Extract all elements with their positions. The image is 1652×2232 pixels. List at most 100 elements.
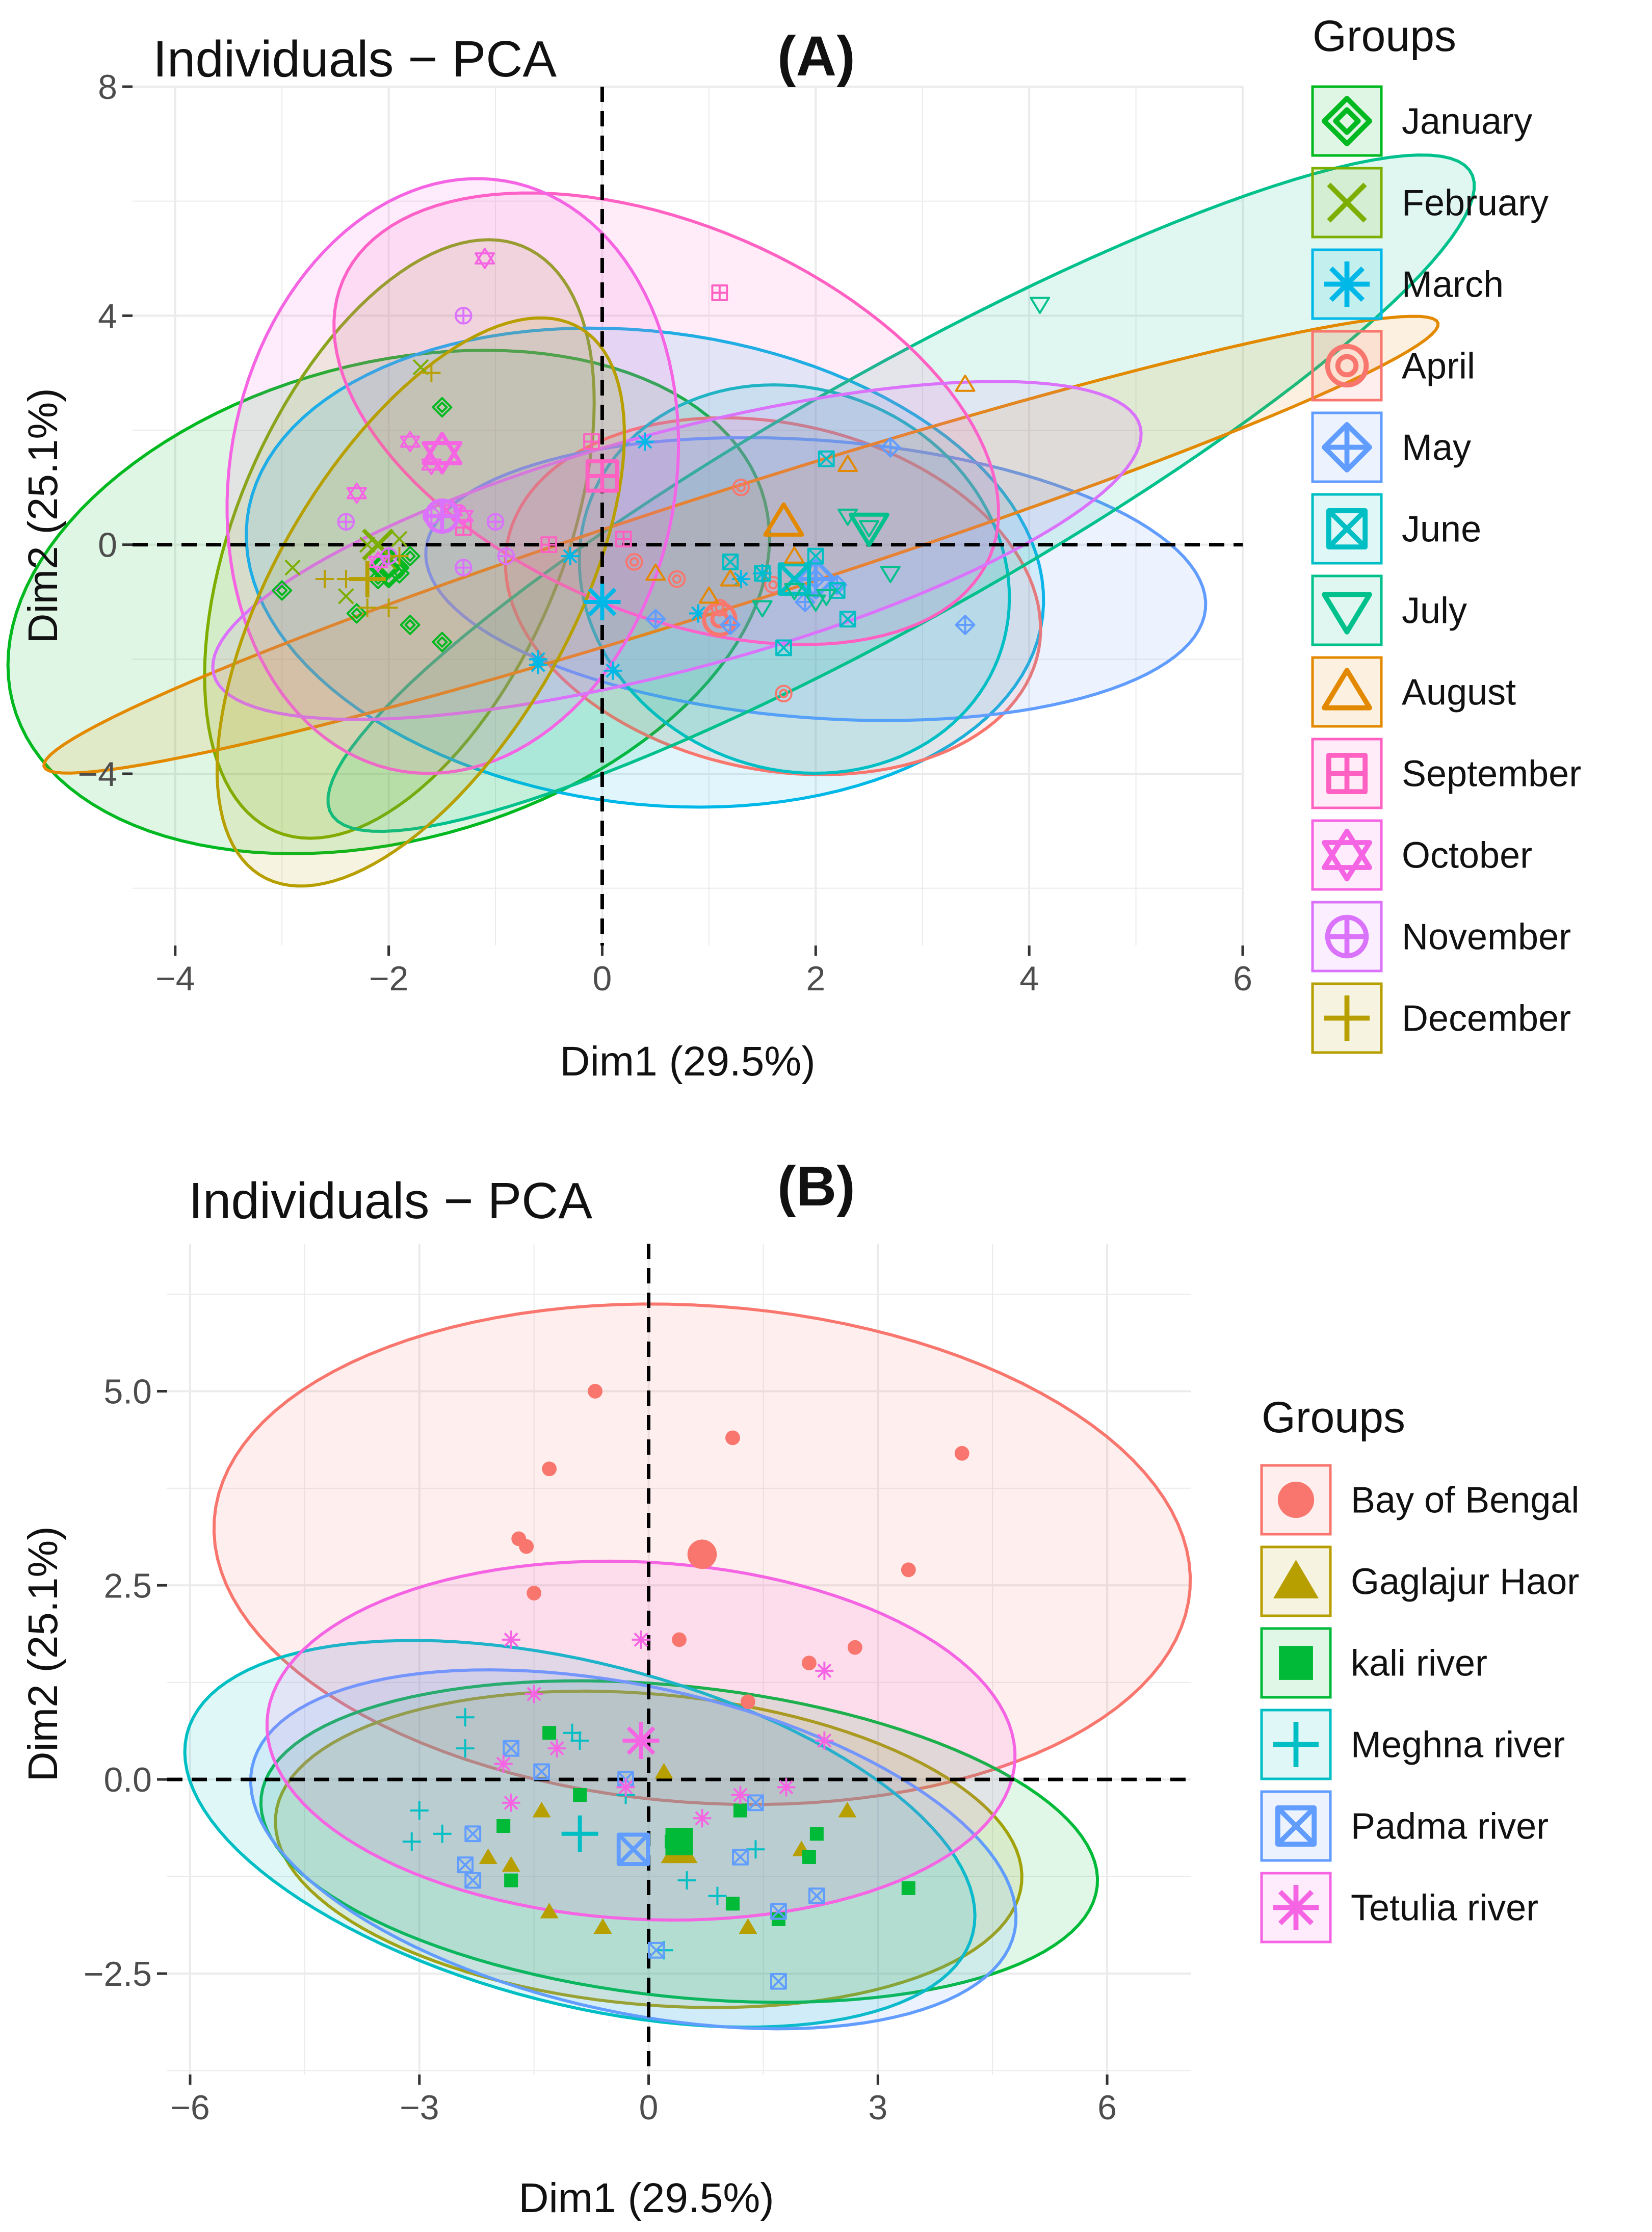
panel-a-point-march (689, 604, 707, 623)
panel-a-label: (A) (777, 25, 855, 88)
panel-a-point-january (400, 546, 421, 567)
panel-a-point-november (337, 513, 355, 531)
panel-a-x-tick-label: 4 (1019, 959, 1039, 998)
panel-b-legend-label: Gaglajur Haor (1351, 1562, 1579, 1603)
panel-a-legend-item-june: June (1311, 493, 1481, 565)
panel-a-centroid-december (349, 561, 386, 598)
panel-b-point-meghna-river (570, 1731, 589, 1750)
panel-b: −6 −3 0 3 6 −2.5 0.0 2.5 5.0 Individuals − PCA (… (20, 1155, 1579, 2221)
panel-b-point-meghna-river (402, 1832, 421, 1851)
panel-b-point-kali-river (504, 1873, 518, 1887)
panel-b-x-tick-label: −3 (400, 2088, 439, 2127)
panel-a-legend-marker (1327, 182, 1367, 223)
panel-a-y-axis-label: Dim2 (25.1%) (20, 388, 66, 643)
panel-a-centroid-march (584, 584, 621, 620)
panel-b-x-tick-label: 6 (1097, 2088, 1117, 2127)
panel-a-ellipses (6, 153, 1476, 888)
panel-a-point-november (454, 307, 473, 325)
panel-a-legend-label: July (1402, 591, 1467, 632)
panel-b-point-gaglajur-haor (654, 1763, 673, 1779)
panel-a-legend-key (1311, 656, 1383, 728)
panel-b-point-bay-of-bengal (954, 1446, 969, 1461)
panel-a-point-july (752, 600, 773, 618)
panel-a-point-december (358, 598, 377, 617)
panel-b-y-tick-label: 2.5 (103, 1566, 152, 1605)
panel-b-legend: Groups Bay of Bengal Gaglajur Haor kali ri… (1260, 1393, 1579, 1944)
panel-b-point-kali-river (725, 1897, 740, 1911)
panel-a-point-june (775, 639, 792, 657)
panel-b-point-tetulia-river (693, 1809, 712, 1828)
panel-b-point-meghna-river (410, 1801, 429, 1820)
panel-a-title: Individuals − PCA (153, 31, 557, 88)
panel-b-centroid-kali-river (665, 1827, 693, 1855)
panel-a-point-december (422, 363, 441, 382)
panel-a-point-april (732, 479, 750, 496)
panel-a-legend-label: August (1402, 672, 1516, 713)
panel-a-point-july (816, 589, 837, 606)
panel-a-legend-marker (1326, 752, 1368, 795)
panel-b-x-tick-label: −6 (170, 2088, 210, 2127)
panel-a-point-february (338, 588, 354, 605)
panel-a-x-tick-label: −2 (369, 959, 409, 998)
panel-a-legend-marker (1324, 261, 1370, 307)
panel-b-legend-label: Meghna river (1351, 1725, 1565, 1766)
panel-b-point-kali-river (901, 1881, 915, 1895)
panel-b-legend-marker (1273, 1560, 1319, 1598)
panel-a-point-december (379, 598, 398, 617)
panel-b-point-tetulia-river (525, 1685, 543, 1703)
panel-b-point-padma-river (732, 1849, 749, 1866)
panel-b-point-kali-river (809, 1827, 824, 1841)
panel-a-point-february (284, 559, 301, 576)
panel-b-reference-lines (167, 1244, 1191, 2075)
panel-a-legend-item-september: September (1311, 738, 1581, 809)
panel-a-point-january (400, 614, 421, 635)
panel-a-centroid-november (424, 498, 460, 534)
panel-a-legend-marker (1322, 96, 1372, 146)
panel-b-point-gaglajur-haor (479, 1848, 497, 1864)
panel-a-x-tick-label: −4 (155, 959, 195, 998)
panel-b-point-bay-of-bengal (801, 1656, 817, 1671)
panel-b-legend-marker (1279, 1646, 1313, 1680)
panel-a-reference-lines (133, 87, 1243, 946)
panel-a-point-may (720, 614, 741, 635)
panel-b-point-kali-river (733, 1803, 747, 1818)
panel-a-point-march (529, 655, 547, 674)
panel-b-point-kali-river (496, 1819, 511, 1833)
panel-b-point-bay-of-bengal (672, 1632, 687, 1647)
panel-b-legend-marker (1273, 1884, 1319, 1931)
panel-b-legend-item-meghna-river: Meghna river (1260, 1709, 1565, 1780)
panel-a-legend-item-july: July (1311, 574, 1467, 646)
panel-a-point-december (315, 570, 334, 589)
panel-a-legend-label: December (1402, 999, 1571, 1039)
panel-a-centroid-october (422, 432, 463, 475)
panel-a-legend-marker (1322, 592, 1372, 635)
panel-a-point-april (625, 553, 643, 571)
panel-a-centroid-june (777, 562, 811, 596)
panel-a-point-january (346, 603, 367, 624)
panel-a-legend-label: February (1402, 183, 1549, 224)
panel-a-legend-marker (1324, 995, 1370, 1041)
panel-a-point-august (837, 455, 858, 472)
panel-b-point-tetulia-river (616, 1778, 635, 1797)
panel-b-point-tetulia-river (777, 1778, 796, 1797)
panel-a-point-may (955, 614, 976, 635)
panel-b-x-tick-label: 3 (868, 2088, 887, 2127)
panel-b-point-padma-river (747, 1794, 764, 1811)
panel-b-legend-marker (1275, 1805, 1317, 1847)
panel-a-centroid-july (849, 512, 889, 547)
panel-b-ellipses (183, 1302, 1192, 2031)
panel-a-x-tick-label: 0 (593, 959, 612, 998)
panel-b-centroid-meghna-river (561, 1815, 598, 1852)
panel-b-legend-item-padma-river: Padma river (1260, 1790, 1549, 1862)
panel-b-point-meghna-river (456, 1739, 475, 1758)
panel-b-point-meghna-river (456, 1708, 475, 1727)
panel-a-point-june (818, 450, 835, 467)
panel-a-point-january (272, 580, 293, 601)
panel-a-ellipse-december (216, 316, 626, 888)
panel-a-point-june (839, 611, 856, 628)
panel-a-legend-key (1311, 330, 1383, 402)
panel-a-point-march (731, 570, 750, 589)
panel-b-point-gaglajur-haor (593, 1918, 612, 1934)
panel-a-plot-area (133, 87, 1243, 946)
panel-b-legend-title: Groups (1262, 1393, 1405, 1442)
